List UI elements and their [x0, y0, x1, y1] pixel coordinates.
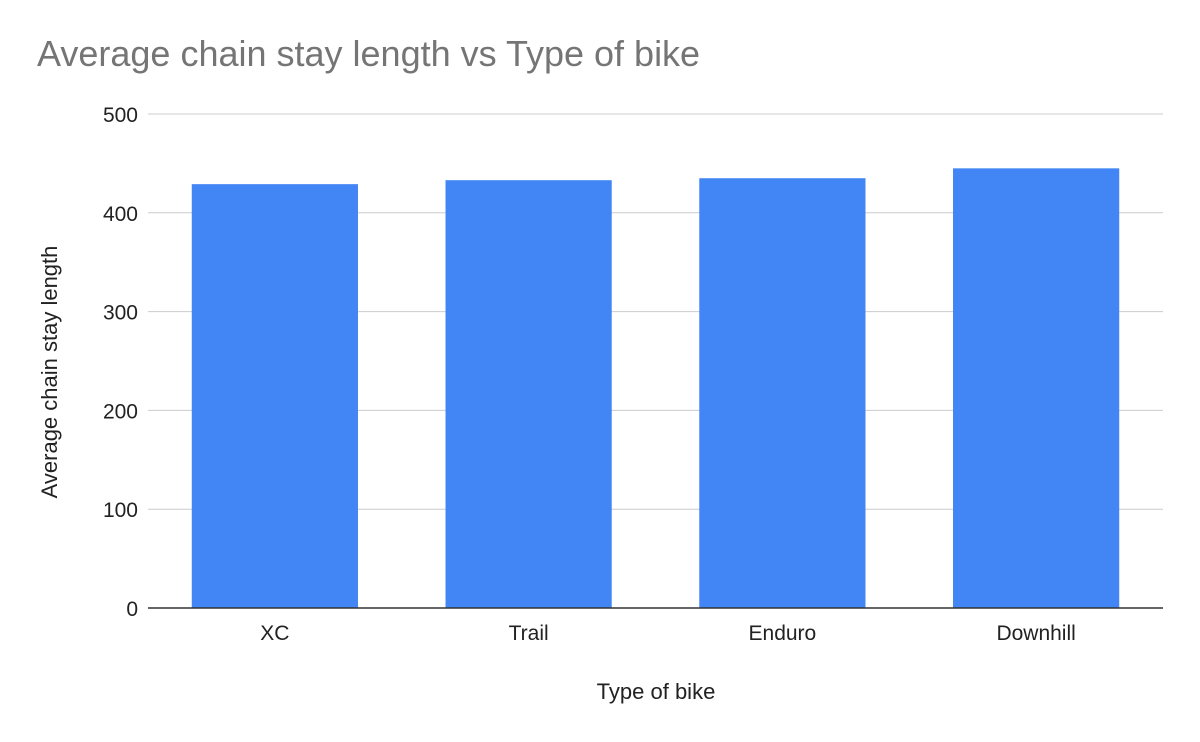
bars — [191, 168, 1120, 609]
x-tick-label-downhill: Downhill — [996, 622, 1075, 645]
y-tick-label-400: 400 — [103, 203, 138, 226]
chart-title: Average chain stay length vs Type of bik… — [37, 33, 701, 74]
y-tick-label-300: 300 — [103, 302, 138, 325]
bar-xc — [191, 184, 358, 608]
y-tick-label-500: 500 — [103, 104, 138, 127]
bar-downhill — [953, 168, 1120, 608]
bar-trail — [445, 180, 612, 609]
bar-enduro — [699, 178, 866, 608]
x-tick-label-trail: Trail — [509, 622, 549, 645]
x-tick-label-enduro: Enduro — [749, 622, 817, 645]
y-tick-label-200: 200 — [103, 400, 138, 423]
x-tick-label-xc: XC — [260, 622, 289, 645]
labels: 0 100 200 300 400 500 XC Trail Enduro Downhill — [103, 104, 1076, 645]
y-tick-label-100: 100 — [103, 499, 138, 522]
y-axis-title: Average chain stay length — [37, 246, 62, 499]
x-axis-title: Type of bike — [597, 679, 716, 704]
y-tick-label-0: 0 — [126, 598, 138, 621]
